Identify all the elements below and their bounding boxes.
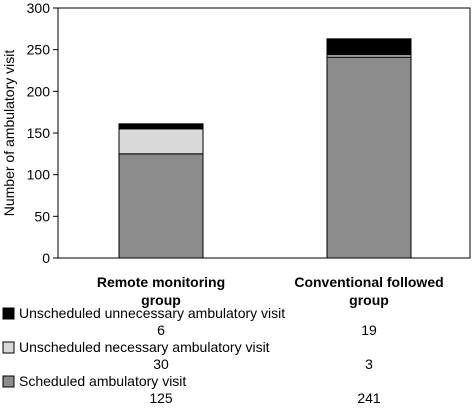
- data-table-value: 241: [357, 390, 381, 406]
- bar-segment: [326, 38, 412, 56]
- data-table-value: 3: [365, 356, 373, 372]
- legend-table: Unscheduled unnecessary ambulatory visit…: [2, 305, 381, 406]
- y-tick-label: 300: [27, 0, 51, 16]
- y-tick-label: 0: [42, 250, 50, 266]
- chart-axes: 0 50 100 150 200 250 300 Number of ambulatory v…: [1, 0, 471, 266]
- bar-segment: [326, 56, 412, 259]
- bar-segment: [118, 123, 204, 130]
- legend-entry: Unscheduled unnecessary ambulatory visit: [19, 305, 285, 321]
- legend-entry: Scheduled ambulatory visit: [19, 373, 186, 389]
- bar-segment: [118, 128, 204, 155]
- category-label: group: [141, 292, 181, 308]
- legend-swatch: [2, 375, 15, 388]
- y-axis-label: Number of ambulatory visit: [1, 50, 17, 217]
- category-label: Remote monitoring: [97, 274, 225, 290]
- legend-entry: Unscheduled necessary ambulatory visit: [19, 339, 270, 355]
- bar-segments: [118, 38, 412, 259]
- data-table-value: 125: [149, 390, 173, 406]
- category-label: Conventional followed: [294, 274, 443, 290]
- y-tick-label: 150: [27, 125, 51, 141]
- y-tick-label: 100: [27, 167, 51, 183]
- data-table-value: 30: [153, 356, 169, 372]
- y-tick-label: 50: [34, 208, 50, 224]
- data-table-value: 19: [361, 322, 377, 338]
- y-tick-label: 200: [27, 83, 51, 99]
- data-table-value: 6: [157, 322, 165, 338]
- category-labels: Remote monitoring group Conventional follo…: [97, 274, 444, 308]
- legend-swatch: [2, 341, 15, 354]
- category-label: group: [349, 292, 389, 308]
- legend-swatch: [2, 307, 15, 320]
- bar-segment: [118, 153, 204, 259]
- y-tick-label: 250: [27, 42, 51, 58]
